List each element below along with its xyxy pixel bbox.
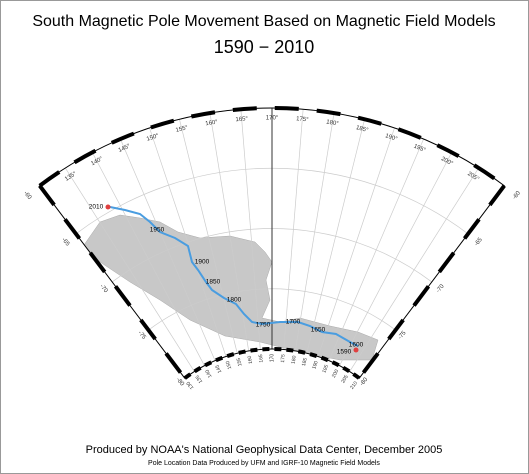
meridian: [306, 119, 365, 354]
title: South Magnetic Pole Movement Based on Ma…: [32, 13, 495, 30]
meridian-label: 165: [258, 354, 265, 363]
latitude-label: -75: [137, 330, 148, 341]
year-label: 1750: [256, 322, 271, 329]
map: 135°140°145°150°155°160° 165° 170° 175° 180°…: [22, 106, 523, 391]
footer-line: Produced by NOAA's National Geophysical …: [86, 444, 443, 456]
meridian-label: 145°: [118, 143, 132, 154]
year-label: 1900: [195, 259, 210, 266]
meridian-label: 205: [340, 374, 350, 384]
meridian-label: 170: [269, 354, 275, 363]
year-label: 1950: [150, 227, 165, 234]
meridian-label: 200: [331, 369, 340, 379]
meridian: [179, 119, 238, 354]
meridian-label: 185°: [355, 125, 369, 134]
meridian-label: 145: [214, 364, 223, 374]
meridian-label: 175: [280, 354, 287, 363]
meridian-label: 180: [291, 355, 298, 364]
meridian: [240, 109, 261, 350]
meridian: [317, 127, 395, 357]
year-label: 1850: [206, 279, 221, 286]
meridian-label: 150°: [146, 133, 160, 143]
meridian: [349, 167, 479, 372]
meridian-label: 135: [195, 374, 205, 384]
year-label: 2010: [89, 204, 104, 211]
meridian-label: 185: [301, 357, 309, 367]
meridian-label: 155: [236, 357, 244, 367]
meridian-label: 155°: [175, 125, 189, 134]
meridian-label: 140°: [90, 156, 104, 167]
latitude-label: -70: [436, 283, 447, 294]
latitude-label: -80: [175, 377, 186, 388]
latitude-label: -60: [512, 190, 523, 201]
year-label: 1590: [337, 349, 352, 356]
meridian-label: 190: [311, 360, 319, 370]
meridian: [294, 112, 335, 351]
latitude-label: -75: [397, 330, 408, 341]
year-label: 1600: [349, 342, 364, 349]
meridian-label: 150: [225, 360, 233, 370]
meridian: [328, 138, 424, 361]
meridian: [339, 152, 453, 366]
year-label: 1650: [311, 327, 326, 334]
latitude-label: -60: [22, 190, 33, 201]
meridian: [283, 109, 304, 350]
pole-path: [109, 206, 359, 347]
year-label: 1700: [286, 319, 301, 326]
meridian-label: 170°: [266, 116, 279, 122]
pole-1590: [353, 347, 359, 353]
meridian-label: 160: [247, 355, 254, 364]
meridian: [120, 138, 216, 361]
meridian-label: 175°: [296, 116, 309, 123]
meridian-label: 130: [185, 380, 195, 390]
meridian-label: 165°: [235, 116, 248, 123]
meridian-label: 160°: [205, 119, 219, 127]
meridian-label: 210: [349, 380, 359, 390]
subtitle: 1590 − 2010: [214, 37, 315, 57]
latitude-label: -70: [98, 284, 109, 295]
meridian: [91, 152, 205, 366]
meridian-label: 140: [204, 368, 213, 378]
pole-2010: [105, 204, 111, 210]
meridian-label: 200°: [440, 156, 454, 167]
meridian: [149, 127, 227, 357]
outline: [38, 107, 506, 379]
latitude-label: -65: [474, 236, 485, 247]
meridian: [65, 167, 195, 372]
meridian-label: 180°: [326, 120, 340, 128]
latitude-label: -80: [359, 376, 370, 387]
year-label: 1800: [227, 297, 242, 304]
meridian-label: 195°: [413, 144, 427, 155]
meridian-label: 195: [321, 364, 330, 374]
meridian-label: 190°: [384, 133, 398, 143]
footer-line: Pole Location Data Produced by UFM and I…: [148, 460, 380, 467]
latitude-label: -65: [60, 237, 71, 248]
